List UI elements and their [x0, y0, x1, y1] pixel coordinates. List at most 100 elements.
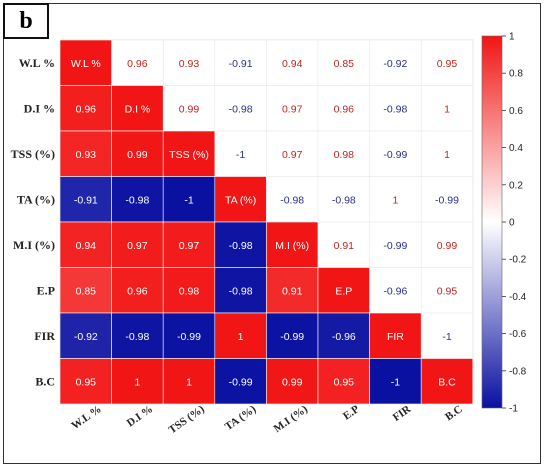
cell-value-label: 0.95 [437, 58, 458, 70]
diagonal-cell [59, 39, 112, 86]
cell-value-label: 0.99 [437, 240, 458, 252]
colorbar-tick-label: 0.2 [509, 180, 523, 191]
column-label: TA (%) [223, 403, 259, 433]
heatmap-cell [59, 176, 112, 223]
diagonal-label: TSS (%) [169, 149, 209, 161]
upper-cell [111, 39, 164, 86]
cell-value-label: 0.95 [334, 376, 355, 388]
cell-value-label: 1 [134, 376, 140, 388]
heatmap-cell [266, 312, 319, 359]
diagonal-cell [266, 221, 319, 268]
cell-value-label: 0.96 [76, 103, 97, 115]
cell-value-label: 0.96 [334, 103, 355, 115]
cell-value-label: -0.98 [383, 103, 407, 115]
cell-value-label: 1 [238, 331, 244, 343]
cell-value-label: -0.99 [383, 149, 407, 161]
diagonal-label: E.P [335, 285, 352, 297]
cell-value-label: 1 [444, 103, 450, 115]
colorbar-tick-label: 0.6 [509, 106, 523, 117]
upper-cell [317, 85, 370, 132]
upper-cell [317, 39, 370, 86]
column-label: FIR [391, 403, 414, 424]
cell-value-label: 0.99 [179, 103, 200, 115]
upper-cell [420, 267, 474, 314]
cell-value-label: 0.95 [76, 376, 97, 388]
colorbar-tick-label: 1 [509, 32, 515, 43]
diagonal-cell [420, 358, 474, 405]
cell-value-label: -0.96 [332, 331, 356, 343]
cell-value-label: 0.85 [76, 285, 97, 297]
colorbar [481, 35, 503, 409]
cell-value-label: 0.98 [179, 285, 200, 297]
heatmap-cell [111, 358, 164, 405]
diagonal-cell [317, 267, 370, 314]
heatmap-cell [111, 221, 164, 268]
colorbar-tick-label: 0.4 [509, 143, 523, 154]
upper-cell [266, 85, 319, 132]
heatmap-cell [214, 221, 267, 268]
cell-value-label: -0.99 [177, 331, 201, 343]
column-label: D.I % [125, 403, 155, 429]
upper-cell [420, 221, 474, 268]
diagonal-label: W.L % [71, 58, 101, 70]
heatmap-cell [214, 267, 267, 314]
upper-cell [266, 176, 319, 223]
row-label: M.I (%) [13, 238, 55, 252]
heatmap-cell [59, 130, 112, 177]
cell-value-label: -0.99 [383, 240, 407, 252]
cell-value-label: 0.94 [76, 240, 97, 252]
upper-cell [369, 130, 422, 177]
cell-value-label: -1 [236, 149, 245, 161]
colorbar-tick-label: -0.8 [509, 366, 527, 377]
cell-value-label: -0.99 [435, 194, 459, 206]
row-label: FIR [34, 329, 55, 343]
cell-value-label: 0.93 [179, 58, 200, 70]
cell-value-label: -0.98 [125, 331, 149, 343]
cell-value-label: -0.98 [125, 194, 149, 206]
panel-label: b [3, 3, 49, 39]
heatmap-cell [162, 267, 216, 314]
cell-value-label: -0.98 [229, 240, 253, 252]
cell-value-label: 0.98 [334, 149, 355, 161]
cell-value-label: 0.96 [127, 285, 148, 297]
cell-value-label: 0.96 [127, 58, 148, 70]
cell-value-label: -0.99 [280, 331, 304, 343]
row-label: TSS (%) [11, 147, 55, 161]
diagonal-cell [111, 85, 164, 132]
diagonal-label: FIR [387, 331, 404, 343]
row-label: E.P [37, 283, 55, 297]
diagonal-label: M.I (%) [275, 240, 309, 252]
upper-cell [369, 267, 422, 314]
cell-value-label: -0.98 [229, 285, 253, 297]
cell-value-label: 0.93 [76, 149, 97, 161]
cell-value-label: -0.99 [229, 376, 253, 388]
cell-value-label: 0.85 [334, 58, 355, 70]
heatmap-cell [111, 176, 164, 223]
heatmap-cell [317, 312, 370, 359]
heatmap-cell [214, 358, 267, 405]
upper-cell [317, 221, 370, 268]
cell-value-label: -0.92 [74, 331, 98, 343]
heatmap-cell [59, 358, 112, 405]
cell-value-label: 0.99 [127, 149, 148, 161]
diagonal-label: TA (%) [225, 194, 256, 206]
cell-value-label: 1 [444, 149, 450, 161]
cell-value-label: -0.98 [229, 103, 253, 115]
column-label: B.C [443, 403, 465, 423]
upper-cell [369, 85, 422, 132]
heatmap-cell [214, 312, 267, 359]
diagonal-label: D.I % [125, 103, 151, 115]
row-label: W.L % [19, 56, 55, 70]
diagonal-cell [162, 130, 216, 177]
upper-cell [214, 39, 267, 86]
heatmap-cell [162, 312, 216, 359]
cell-value-label: 0.97 [179, 240, 200, 252]
row-label: B.C [35, 374, 55, 388]
cell-value-label: 0.99 [282, 376, 303, 388]
cell-value-label: 0.95 [437, 285, 458, 297]
heatmap-cell [111, 130, 164, 177]
cell-value-label: -0.91 [74, 194, 98, 206]
cell-value-label: 1 [186, 376, 192, 388]
cell-value-label: -1 [184, 194, 193, 206]
